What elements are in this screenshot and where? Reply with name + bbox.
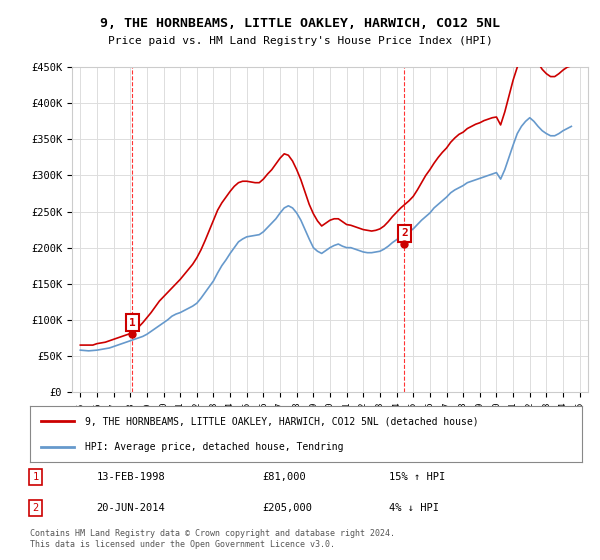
Text: £205,000: £205,000 xyxy=(262,503,312,513)
Text: 13-FEB-1998: 13-FEB-1998 xyxy=(96,472,165,482)
Text: 1: 1 xyxy=(32,472,38,482)
Text: 20-JUN-2014: 20-JUN-2014 xyxy=(96,503,165,513)
Text: 4% ↓ HPI: 4% ↓ HPI xyxy=(389,503,439,513)
Text: Price paid vs. HM Land Registry's House Price Index (HPI): Price paid vs. HM Land Registry's House … xyxy=(107,36,493,46)
Text: 15% ↑ HPI: 15% ↑ HPI xyxy=(389,472,445,482)
Text: 2: 2 xyxy=(32,503,38,513)
Text: 9, THE HORNBEAMS, LITTLE OAKLEY, HARWICH, CO12 5NL (detached house): 9, THE HORNBEAMS, LITTLE OAKLEY, HARWICH… xyxy=(85,416,479,426)
Text: 9, THE HORNBEAMS, LITTLE OAKLEY, HARWICH, CO12 5NL: 9, THE HORNBEAMS, LITTLE OAKLEY, HARWICH… xyxy=(100,17,500,30)
Text: 2: 2 xyxy=(401,228,408,238)
Text: HPI: Average price, detached house, Tendring: HPI: Average price, detached house, Tend… xyxy=(85,442,344,452)
Text: £81,000: £81,000 xyxy=(262,472,305,482)
Text: Contains HM Land Registry data © Crown copyright and database right 2024.
This d: Contains HM Land Registry data © Crown c… xyxy=(30,529,395,549)
Text: 1: 1 xyxy=(129,318,136,328)
